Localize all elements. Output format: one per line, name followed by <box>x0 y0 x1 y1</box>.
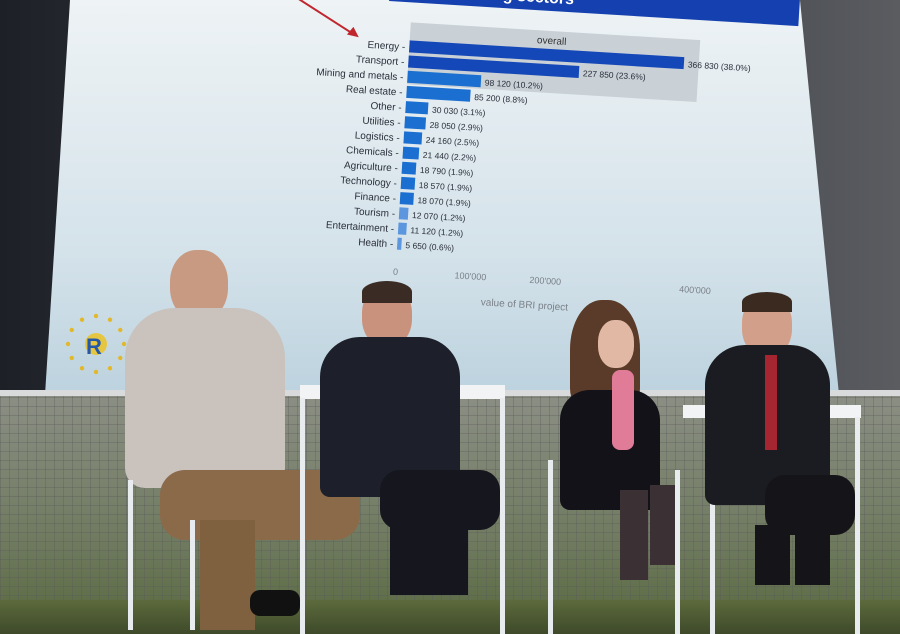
star-icon <box>65 341 71 347</box>
overall-label: overall <box>537 35 567 48</box>
bar-entertainment <box>397 222 407 235</box>
floor-plants <box>0 600 900 634</box>
star-icon <box>79 366 85 371</box>
bar-finance <box>399 192 414 205</box>
star-icon <box>69 355 74 361</box>
data-label: 11 120 (1.2%) <box>410 225 463 238</box>
panelist-3 <box>560 300 710 600</box>
bar-energy <box>408 40 685 70</box>
data-label: 227 850 (23.6%) <box>583 68 647 82</box>
star-icon <box>93 313 99 319</box>
red-arrow-head <box>346 26 359 38</box>
category-label: Tourism - <box>354 207 396 220</box>
data-label: 18 070 (1.9%) <box>417 195 471 208</box>
category-label: Health - <box>358 237 394 250</box>
bar-health <box>396 237 402 250</box>
bar-utilities <box>404 116 427 130</box>
x-tick-label: 200'000 <box>529 275 561 287</box>
category-label: Technology - <box>340 175 397 189</box>
category-label: Transport - <box>356 54 405 68</box>
data-label: 98 120 (10.2%) <box>485 77 544 91</box>
category-label: Logistics - <box>354 130 400 144</box>
stool-leg <box>190 520 195 630</box>
data-label: 18 570 (1.9%) <box>419 180 473 193</box>
category-label: Finance - <box>354 191 396 205</box>
data-label: 85 200 (8.8%) <box>474 92 528 105</box>
data-label: 21 440 (2.2%) <box>423 150 477 163</box>
data-label: 24 160 (2.5%) <box>425 135 479 148</box>
table-leg <box>300 398 305 634</box>
category-label: Energy - <box>367 40 405 53</box>
star-icon <box>79 317 85 322</box>
x-tick-label: 400'000 <box>679 284 711 296</box>
star-icon <box>107 317 113 322</box>
slide-title-bar <box>389 0 801 27</box>
panelist-2 <box>320 281 510 605</box>
bar-other <box>405 101 429 115</box>
stool-leg <box>675 470 680 634</box>
bar-chart: Energy - 366 830 (38.0%) Transport - 227 85… <box>316 40 752 253</box>
data-label: 366 830 (38.0%) <box>688 59 752 73</box>
category-label: Other - <box>370 101 402 114</box>
bar-agriculture <box>401 161 417 175</box>
panelist-1 <box>120 250 360 630</box>
star-icon <box>107 366 113 371</box>
category-label: Entertainment - <box>326 220 395 235</box>
star-icon <box>118 355 123 361</box>
bar-chemicals <box>402 146 420 160</box>
data-label: 5 650 (0.6%) <box>405 240 454 253</box>
bar-tourism <box>398 207 409 220</box>
x-axis-label: value of BRI project <box>480 297 568 313</box>
bar-mining-and-metals <box>407 70 482 88</box>
stool-leg <box>548 460 553 634</box>
data-label: 12 070 (1.2%) <box>412 210 466 223</box>
table-leg <box>855 417 860 634</box>
star-icon <box>118 327 123 333</box>
bar-transport <box>408 55 580 78</box>
table-leg <box>710 417 715 634</box>
bar-technology <box>400 176 416 190</box>
bar-logistics <box>403 131 423 145</box>
eu-logo: R <box>60 310 132 382</box>
star-icon <box>93 369 99 375</box>
category-label: Real estate - <box>346 84 403 98</box>
category-label: Chemicals - <box>346 145 399 159</box>
data-label: 18 790 (1.9%) <box>420 165 474 178</box>
red-arrow <box>271 0 356 36</box>
x-axis: 0 100'000 200'000 400'000 <box>393 267 711 296</box>
bar-real-estate <box>406 85 471 102</box>
category-label: Mining and metals - <box>316 67 404 83</box>
x-tick-label: 100'000 <box>454 270 486 282</box>
panelist-4 <box>705 292 865 595</box>
data-label: 28 050 (2.9%) <box>429 120 483 133</box>
star-icon <box>69 327 74 333</box>
svg-text:R: R <box>86 334 102 359</box>
star-icon <box>121 341 127 347</box>
data-label: 30 030 (3.1%) <box>432 105 486 118</box>
stool-leg <box>128 480 133 630</box>
category-label: Agriculture - <box>344 160 398 174</box>
category-label: Utilities - <box>362 116 401 129</box>
table-leg <box>500 398 505 634</box>
x-tick-label: 0 <box>393 267 399 277</box>
